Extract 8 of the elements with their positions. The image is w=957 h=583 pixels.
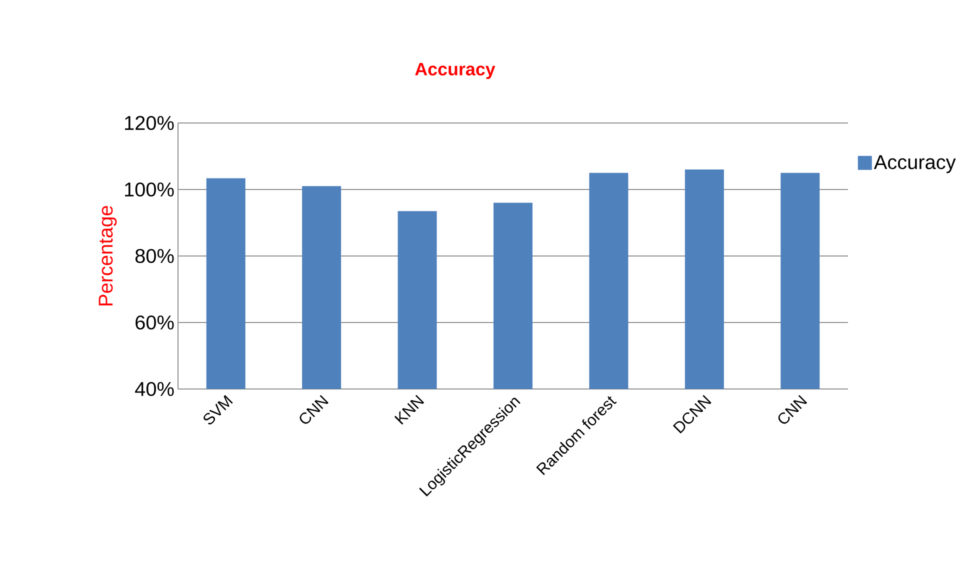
chart-title: Accuracy bbox=[415, 62, 496, 80]
legend-label: Accuracy bbox=[874, 155, 956, 174]
y-axis-title: Percentage bbox=[98, 206, 117, 306]
y-tick-label: 60% bbox=[136, 315, 174, 330]
y-tick-label: 80% bbox=[135, 248, 174, 264]
y-tick-label: 120% bbox=[125, 116, 174, 130]
y-tick-label: 40% bbox=[135, 382, 174, 396]
y-tick-label: 100% bbox=[125, 182, 174, 197]
